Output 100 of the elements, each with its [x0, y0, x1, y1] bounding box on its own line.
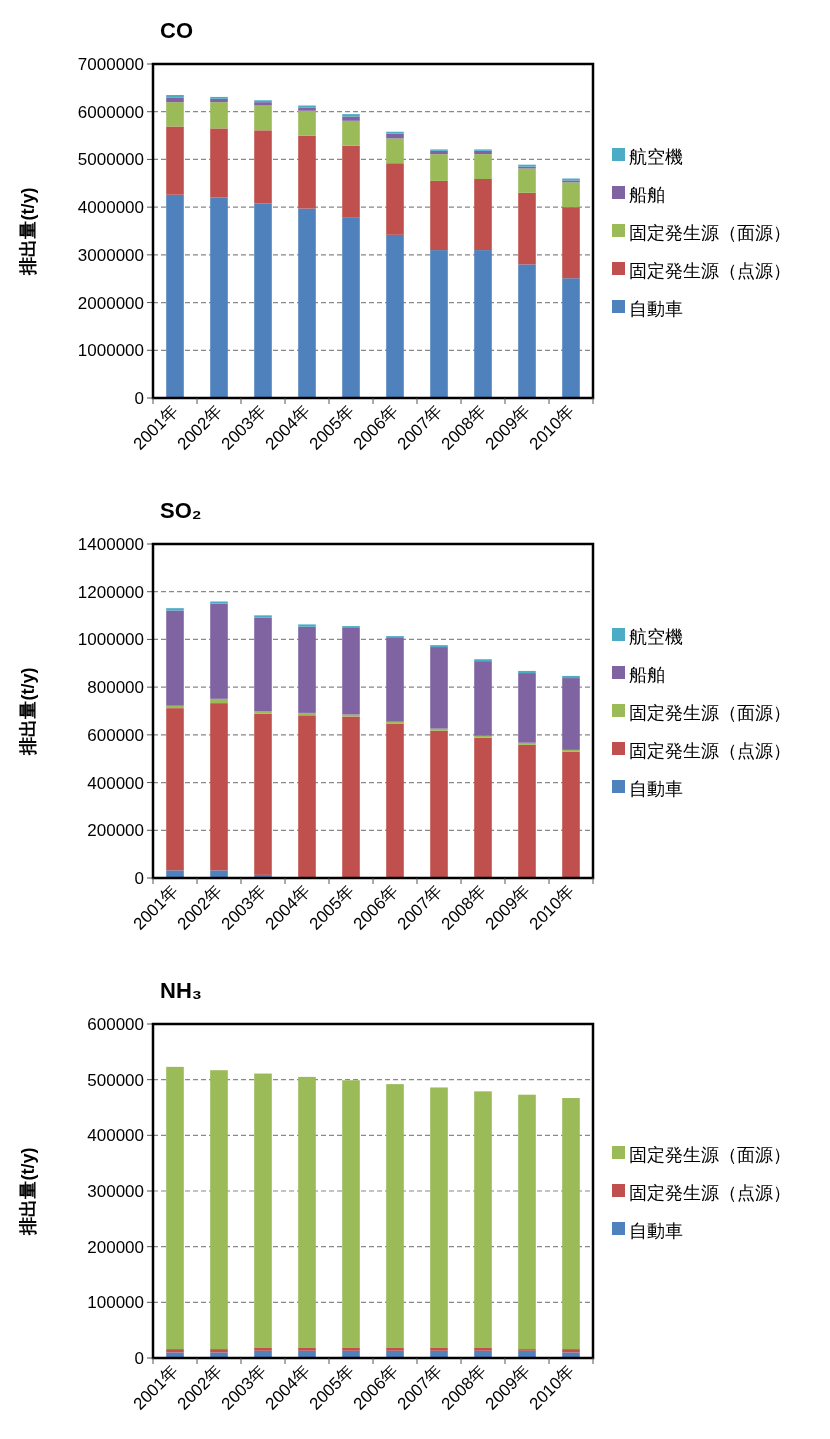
bar: [386, 138, 404, 164]
bar: [430, 730, 448, 878]
y-tick-label: 400000: [87, 773, 144, 793]
bar: [562, 1352, 580, 1358]
bar: [166, 102, 184, 127]
bar: [430, 1087, 448, 1348]
bar: [298, 626, 316, 713]
bar: [430, 150, 448, 155]
bar: [474, 1347, 492, 1351]
bar: [166, 610, 184, 706]
bar: [518, 670, 536, 674]
legend-label: 固定発生源（面源）: [629, 223, 791, 243]
bar: [166, 1349, 184, 1353]
bar: [210, 1349, 228, 1353]
y-tick-label: 1200000: [77, 582, 144, 602]
bar: [386, 163, 404, 235]
bar: [430, 154, 448, 181]
bar: [166, 1066, 184, 1350]
bar: [254, 105, 272, 131]
bar: [430, 250, 448, 398]
bar: [474, 154, 492, 179]
bar: [210, 197, 228, 398]
y-tick-label: 200000: [87, 1237, 144, 1257]
y-tick-label: 0: [134, 869, 144, 888]
y-tick-label: 1000000: [77, 630, 144, 650]
y-tick-label: 3000000: [77, 245, 144, 265]
bar: [166, 97, 184, 103]
bar: [562, 207, 580, 279]
legend-label: 固定発生源（面源）: [629, 1145, 791, 1165]
bar: [254, 130, 272, 204]
bar: [254, 711, 272, 714]
y-tick-label: 100000: [87, 1293, 144, 1313]
bar: [342, 627, 360, 715]
bar: [210, 703, 228, 871]
bar: [166, 194, 184, 398]
bar: [210, 698, 228, 704]
y-tick-label: 800000: [87, 678, 144, 698]
bar: [210, 603, 228, 699]
bar: [254, 615, 272, 618]
bar: [342, 1347, 360, 1351]
bar: [430, 728, 448, 731]
bar: [518, 168, 536, 193]
bar: [386, 638, 404, 722]
bar: [518, 192, 536, 265]
bar: [298, 110, 316, 136]
bar: [386, 721, 404, 724]
y-tick-label: 5000000: [77, 150, 144, 170]
y-tick-label: 0: [134, 1349, 144, 1368]
bar: [210, 102, 228, 129]
bar: [254, 203, 272, 398]
bar: [166, 608, 184, 611]
bar: [474, 250, 492, 398]
bar: [210, 870, 228, 878]
bar: [430, 180, 448, 251]
y-tick-label: 200000: [87, 821, 144, 841]
bar: [386, 1347, 404, 1351]
bar: [518, 1094, 536, 1350]
y-tick-label: 1400000: [77, 535, 144, 554]
legend-label: 固定発生源（点源）: [629, 741, 791, 761]
bar: [562, 278, 580, 398]
legend-label: 自動車: [629, 779, 683, 799]
legend-label: 固定発生源（点源）: [629, 1183, 791, 1203]
bar: [562, 182, 580, 208]
y-tick-label: 1000000: [77, 341, 144, 361]
bar: [342, 217, 360, 398]
legend-label: 船舶: [629, 185, 665, 205]
bar: [210, 98, 228, 103]
bar: [298, 624, 316, 627]
bar: [474, 1091, 492, 1348]
y-tick-label: 400000: [87, 1126, 144, 1146]
bar: [518, 673, 536, 743]
legend-label: 航空機: [629, 627, 683, 647]
bar: [518, 744, 536, 878]
legend-label: 固定発生源（面源）: [629, 703, 791, 723]
bar: [298, 1076, 316, 1348]
bar: [298, 135, 316, 209]
bar: [210, 601, 228, 604]
bar: [166, 708, 184, 871]
chart-title: NH₃: [160, 978, 202, 1003]
bar: [210, 128, 228, 198]
bar: [210, 1352, 228, 1358]
bar: [342, 116, 360, 121]
legend-label: 固定発生源（点源）: [629, 261, 791, 281]
y-tick-label: 500000: [87, 1070, 144, 1090]
bar: [474, 150, 492, 155]
chart-title: SO₂: [160, 498, 202, 523]
bar: [298, 715, 316, 878]
bar: [254, 713, 272, 875]
bar: [562, 751, 580, 878]
y-tick-label: 7000000: [77, 55, 144, 74]
bar: [342, 1080, 360, 1348]
bar: [166, 126, 184, 195]
bar: [518, 264, 536, 398]
y-tick-label: 6000000: [77, 102, 144, 122]
legend-label: 自動車: [629, 1221, 683, 1241]
bar: [166, 870, 184, 878]
bar: [430, 1347, 448, 1351]
y-tick-label: 0: [134, 389, 144, 408]
bar: [386, 1084, 404, 1348]
bar: [298, 208, 316, 398]
